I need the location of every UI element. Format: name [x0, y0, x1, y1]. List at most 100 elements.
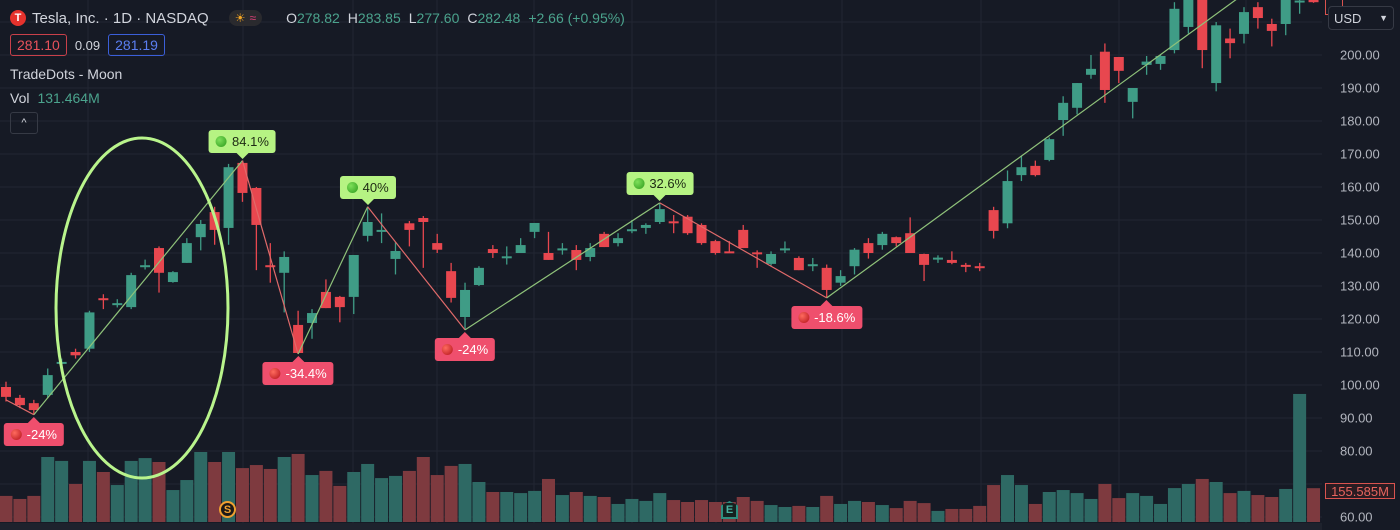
- market-status-badge[interactable]: ☀ ≈: [228, 10, 263, 26]
- volume-bar: [82, 460, 96, 522]
- volume-bar: [681, 502, 695, 522]
- candle-body: [460, 289, 471, 318]
- zigzag-up-segment: [297, 206, 369, 355]
- candle: [640, 223, 651, 234]
- price-tick-label: 150.00: [1340, 212, 1380, 228]
- volume-bar: [792, 505, 806, 522]
- volume-bar: [861, 502, 875, 522]
- candle: [779, 241, 790, 253]
- red-circle-icon: [10, 428, 22, 440]
- green-circle-icon: [633, 177, 645, 189]
- candle: [237, 160, 248, 202]
- collapse-legend-button[interactable]: ^: [10, 112, 38, 134]
- volume-bar: [96, 472, 110, 522]
- volume-bar: [1084, 498, 1098, 522]
- candle-body: [28, 403, 39, 411]
- volume-bar: [1279, 488, 1293, 522]
- candle-body: [446, 271, 457, 298]
- zigzag-up-segment: [826, 0, 1237, 299]
- volume-bar: [333, 485, 347, 522]
- candles: [1, 0, 1319, 415]
- candle-body: [195, 223, 206, 238]
- ohlc-value: 282.48: [477, 10, 521, 26]
- candle-body: [1044, 139, 1055, 160]
- volume-bar: [27, 495, 41, 522]
- volume-bar: [875, 505, 889, 522]
- price-tick-label: 200.00: [1340, 47, 1380, 63]
- candle: [710, 239, 721, 255]
- ohlc-value: 277.60: [416, 10, 460, 26]
- volume-bar: [1195, 478, 1209, 522]
- volume-bar: [1307, 488, 1321, 522]
- candle: [626, 220, 637, 234]
- candle: [487, 245, 498, 258]
- candle: [1238, 7, 1249, 44]
- candle-body: [84, 312, 95, 349]
- volume-bar: [55, 460, 69, 522]
- candle: [1, 381, 11, 402]
- volume-bar: [1167, 488, 1181, 522]
- candle-body: [919, 253, 930, 265]
- candle: [877, 231, 888, 250]
- time-axis[interactable]: [0, 523, 1322, 530]
- volume-bar: [430, 475, 444, 522]
- signal-text: 32.6%: [649, 175, 687, 191]
- candle-body: [501, 256, 512, 259]
- zigzag-down-segment: [367, 206, 466, 331]
- volume-bar: [180, 480, 194, 522]
- volume-bar: [639, 500, 653, 522]
- volume-bar: [319, 470, 333, 522]
- price-axis[interactable]: 200.00 190.00 180.00 170.00 160.00 150.00 140.…: [1322, 0, 1400, 530]
- volume-bar: [110, 485, 124, 522]
- candle: [460, 282, 471, 330]
- candle-body: [1155, 55, 1166, 64]
- candle: [418, 216, 429, 268]
- candle: [529, 222, 540, 239]
- candle-body: [529, 222, 540, 232]
- candle-body: [807, 264, 818, 267]
- logo-letter: T: [14, 12, 22, 24]
- volume-bar: [41, 457, 55, 522]
- candle-body: [1238, 12, 1249, 34]
- volume-bar: [208, 462, 222, 522]
- volume-bar: [13, 498, 27, 522]
- candle-body: [1099, 51, 1110, 90]
- green-circle-icon: [346, 181, 358, 193]
- earnings-event-icon[interactable]: E: [721, 501, 738, 519]
- candle-body: [849, 249, 860, 267]
- buy-price-button[interactable]: 281.19: [108, 34, 165, 56]
- candle: [1113, 56, 1124, 84]
- volume-bar: [569, 492, 583, 522]
- candle-body: [543, 253, 554, 260]
- candle: [293, 310, 304, 354]
- price-chart[interactable]: [0, 0, 1322, 530]
- candle-body: [362, 221, 373, 236]
- candle: [752, 250, 763, 268]
- green-circle-icon: [216, 135, 228, 147]
- volume-bar: [235, 468, 249, 522]
- price-tick-label: 100.00: [1340, 377, 1380, 393]
- indicator-name[interactable]: TradeDots - Moon: [10, 66, 123, 82]
- candle-body: [974, 266, 985, 269]
- candle-body: [1002, 181, 1013, 224]
- candle: [1155, 55, 1166, 70]
- candle: [793, 256, 804, 271]
- candle: [1058, 96, 1069, 136]
- trough-drop-label: -34.4%: [262, 355, 334, 385]
- volume-bar: [291, 453, 305, 522]
- volume-legend[interactable]: Vol 131.464M: [10, 90, 625, 106]
- candle-body: [668, 221, 679, 224]
- volume-bar: [361, 463, 375, 522]
- volume-bar: [764, 505, 778, 522]
- volume-bar: [277, 457, 291, 522]
- candle-body: [334, 296, 345, 308]
- sell-price-button[interactable]: 281.10: [10, 34, 67, 56]
- currency-select[interactable]: USD ▼: [1328, 6, 1394, 30]
- symbol-title[interactable]: Tesla, Inc. · 1D · NASDAQ: [32, 9, 209, 27]
- peak-gain-label: 84.1%: [209, 129, 276, 159]
- volume-bar: [1112, 498, 1126, 522]
- candle: [738, 224, 749, 249]
- volume-bar: [959, 508, 973, 522]
- candle: [1099, 43, 1110, 103]
- split-event-icon[interactable]: S: [219, 501, 236, 518]
